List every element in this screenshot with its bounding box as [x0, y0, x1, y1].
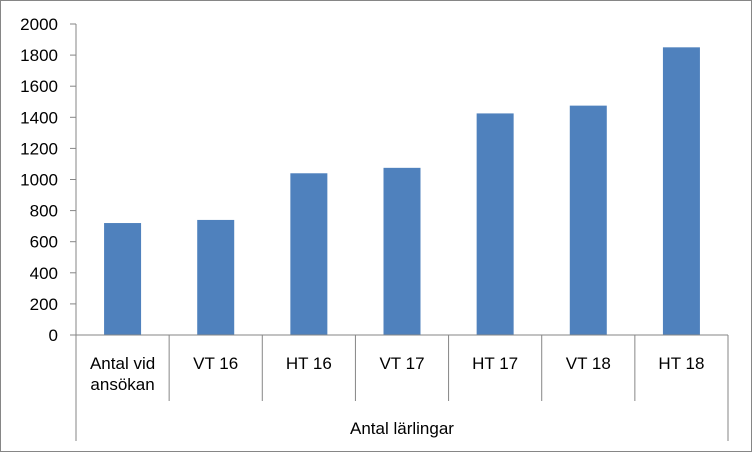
bar — [662, 47, 700, 335]
bar — [197, 219, 235, 335]
y-tick-label: 1600 — [20, 77, 58, 96]
bar — [290, 173, 328, 335]
y-tick-label: 0 — [49, 326, 58, 345]
x-tick-label: VT 18 — [566, 354, 611, 373]
bar — [569, 105, 607, 335]
bar — [476, 113, 514, 335]
y-tick-label: 400 — [30, 264, 58, 283]
y-tick-label: 2000 — [20, 15, 58, 34]
bar — [104, 223, 142, 335]
y-tick-label: 800 — [30, 202, 58, 221]
y-tick-label: 1200 — [20, 139, 58, 158]
group-label: Antal lärlingar — [350, 419, 454, 438]
bar — [383, 167, 421, 335]
y-tick-label: 1400 — [20, 108, 58, 127]
y-tick-label: 1800 — [20, 46, 58, 65]
x-tick-label: HT 17 — [472, 354, 518, 373]
y-tick-label: 600 — [30, 233, 58, 252]
x-tick-label: Antal vid — [90, 354, 155, 373]
y-tick-label: 200 — [30, 295, 58, 314]
x-tick-label: VT 17 — [379, 354, 424, 373]
x-tick-label: VT 16 — [193, 354, 238, 373]
x-tick-label: ansökan — [90, 375, 154, 394]
y-tick-label: 1000 — [20, 171, 58, 190]
x-tick-label: HT 16 — [286, 354, 332, 373]
x-tick-label: HT 18 — [658, 354, 704, 373]
